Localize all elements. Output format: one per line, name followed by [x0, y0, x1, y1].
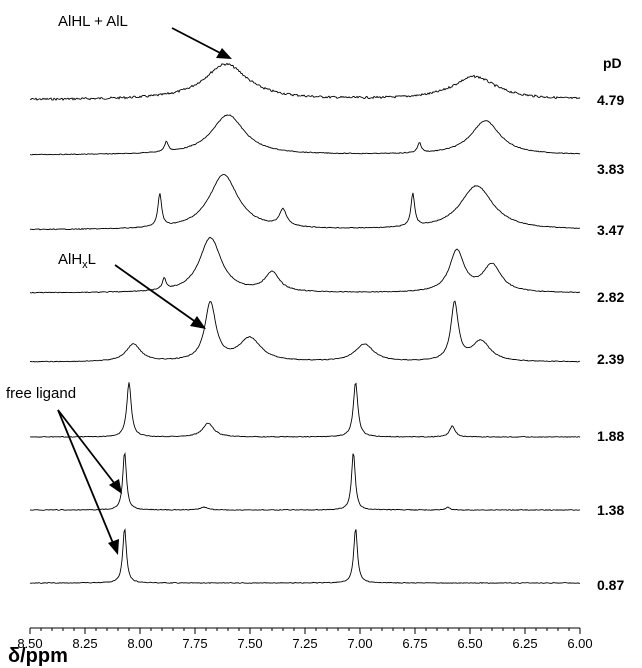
spectrum-trace-pd-2-39	[29, 300, 580, 363]
pd-label: 0.87	[597, 577, 624, 593]
x-tick-label: 6.25	[512, 636, 537, 651]
annotation-alhxl: AlHxL	[58, 251, 96, 271]
annotation-alhxl-sub: x	[82, 259, 88, 271]
spectrum-trace-pd-1-88	[29, 382, 581, 438]
pd-label: 3.83	[597, 161, 624, 177]
arrow-free-ligand-1-head	[109, 479, 122, 494]
x-tick-label: 6.00	[567, 636, 592, 651]
legend-title: pD	[603, 55, 622, 71]
arrow-free-ligand-1	[57, 409, 119, 489]
pd-label: 2.39	[597, 351, 624, 367]
x-tick-label: 7.75	[182, 636, 207, 651]
x-axis-label: δ/ppm	[8, 645, 68, 667]
x-tick-label: 6.75	[402, 636, 427, 651]
spectrum-trace-pd-1-38	[29, 451, 581, 511]
arrow-free-ligand-2	[57, 409, 116, 549]
annotation-alhl-all: AlHL + AlL	[58, 13, 128, 30]
annotation-alhxl-main: AlH	[58, 251, 82, 268]
arrow-alhl	[171, 27, 227, 57]
spectrum-trace-pd-2-82	[29, 236, 581, 294]
pd-label: 1.88	[597, 428, 624, 444]
spectrum-trace-pd-4-79	[29, 62, 581, 101]
x-tick-label: 8.00	[127, 636, 152, 651]
pd-label: 3.47	[597, 222, 624, 238]
x-tick-label: 8.50	[17, 636, 42, 651]
pd-label: 4.79	[597, 92, 624, 108]
x-tick-label: 7.25	[292, 636, 317, 651]
arrow-alhxl	[114, 264, 201, 326]
x-tick-label: 7.50	[237, 636, 262, 651]
pd-label: 2.82	[597, 289, 624, 305]
annotation-alhxl-tail: L	[88, 251, 96, 268]
spectrum-trace-pd-3-83	[29, 114, 581, 156]
spectrum-trace-pd-3-47	[29, 174, 580, 231]
arrow-free-ligand-2-head	[108, 539, 119, 555]
annotation-free-ligand: free ligand	[6, 385, 76, 402]
x-tick-label: 6.50	[457, 636, 482, 651]
x-tick-label: 8.25	[72, 636, 97, 651]
arrow-alhl-head	[216, 48, 232, 59]
pd-label: 1.38	[597, 502, 624, 518]
arrow-alhxl-head	[190, 316, 206, 329]
spectrum-trace-pd-0-87	[29, 528, 580, 584]
x-tick-label: 7.00	[347, 636, 372, 651]
